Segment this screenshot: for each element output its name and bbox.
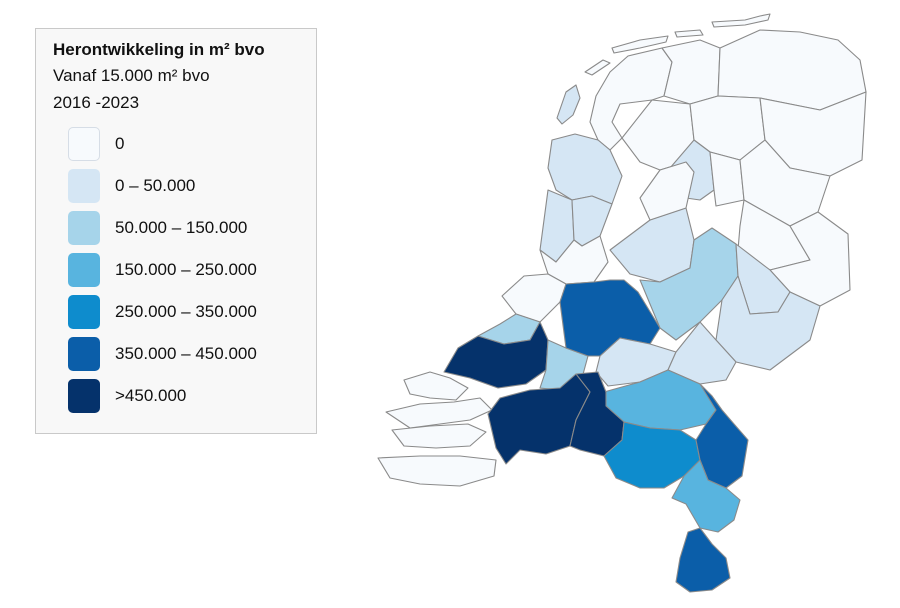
legend-swatch-0 <box>68 127 100 161</box>
legend-subtitle: Vanaf 15.000 m² bvo <box>53 66 210 85</box>
region-wadden-texel <box>556 84 581 125</box>
region-zeeland-north <box>385 397 493 429</box>
legend-class-6: >450.000 <box>53 375 302 417</box>
legend-class-4: 250.000 – 350.000 <box>53 291 302 333</box>
legend-class-5: 350.000 – 450.000 <box>53 333 302 375</box>
legend-class-1: 0 – 50.000 <box>53 165 302 207</box>
legend-period: 2016 -2023 <box>53 93 140 112</box>
legend-swatch-2 <box>68 211 100 245</box>
legend-label-5: 350.000 – 450.000 <box>115 344 257 363</box>
legend-swatch-1 <box>68 169 100 203</box>
legend-label-6: >450.000 <box>115 386 187 405</box>
region-zeeuws-vlaanderen <box>377 455 497 487</box>
legend-class-2: 50.000 – 150.000 <box>53 207 302 249</box>
legend-swatch-5 <box>68 337 100 371</box>
region-limburg-south <box>675 527 731 593</box>
legend-swatch-6 <box>68 379 100 413</box>
legend-title: Herontwikkeling in m² bvo <box>53 40 265 59</box>
legend-label-3: 150.000 – 250.000 <box>115 260 257 279</box>
region-wadden-schiermonnikoog <box>711 13 771 28</box>
legend-class-3: 150.000 – 250.000 <box>53 249 302 291</box>
region-wadden-terschelling <box>611 35 669 54</box>
legend-label-2: 50.000 – 150.000 <box>115 218 248 237</box>
legend-label-4: 250.000 – 350.000 <box>115 302 257 321</box>
legend-swatch-4 <box>68 295 100 329</box>
legend-class-0: 0 <box>53 123 302 165</box>
map-legend: Herontwikkeling in m² bvo Vanaf 15.000 m… <box>35 28 317 434</box>
region-wadden-ameland <box>674 29 704 38</box>
region-nh-central <box>571 195 613 247</box>
region-zeeland-central <box>391 423 487 449</box>
region-zh-islands <box>403 371 469 401</box>
region-north-central <box>661 39 721 105</box>
legend-classes: 0 0 – 50.000 50.000 – 150.000 150.000 – … <box>53 123 302 417</box>
legend-label-1: 0 – 50.000 <box>115 176 196 195</box>
legend-label-0: 0 <box>115 134 125 153</box>
region-wadden-vlieland <box>584 59 611 76</box>
region-noordoostpolder <box>639 161 695 221</box>
region-drenthe-central <box>709 151 745 207</box>
region-limburg-north <box>671 459 741 533</box>
legend-swatch-3 <box>68 253 100 287</box>
region-zh-leiden <box>501 273 567 323</box>
